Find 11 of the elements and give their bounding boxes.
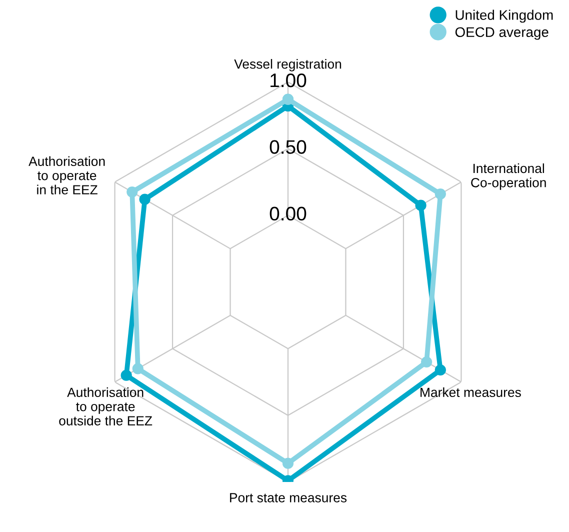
y-tick-label: 1.00 bbox=[270, 73, 306, 88]
y-tick-label: 0.50 bbox=[270, 140, 306, 154]
spoke-label: Market measures bbox=[420, 387, 521, 398]
y-tick-label: 0.00 bbox=[270, 206, 306, 221]
legend-label: OECD average bbox=[455, 27, 548, 40]
spoke-label: Authorisation to operate outside the EEZ bbox=[59, 387, 152, 426]
spoke-label: Authorisation to operate in the EEZ bbox=[28, 156, 105, 194]
spoke-label: Port state measures bbox=[230, 493, 347, 502]
spoke-label: Vessel registration bbox=[234, 59, 342, 72]
spoke-label: International Co-operation bbox=[471, 163, 546, 190]
legend-label: United Kingdom bbox=[456, 10, 553, 23]
